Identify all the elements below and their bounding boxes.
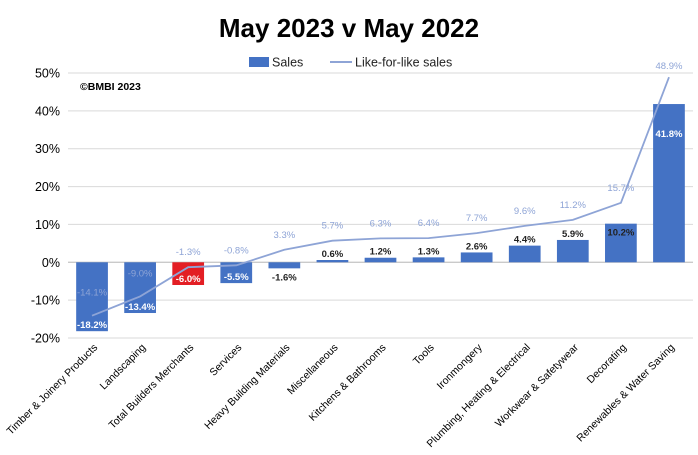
x-category-label: Landscaping xyxy=(98,342,149,393)
bar-data-label: 1.2% xyxy=(370,247,392,258)
bar xyxy=(364,257,397,263)
line-data-label: 5.7% xyxy=(322,221,344,232)
line-data-label: 15.7% xyxy=(607,183,634,194)
line-series xyxy=(91,76,670,317)
x-category-label: Timber & Joinery Products xyxy=(4,342,100,438)
legend-swatch-sales xyxy=(249,57,269,67)
x-category-label: Services xyxy=(207,342,244,379)
bar xyxy=(653,104,685,263)
gridlines xyxy=(68,72,693,339)
bar-data-label: 41.8% xyxy=(655,129,682,140)
y-axis: -20% -10% 0% 10% 20% 30% 40% 50% xyxy=(31,67,60,346)
bar xyxy=(172,262,205,285)
line-data-label: -14.1% xyxy=(77,288,108,299)
bar-data-label: 4.4% xyxy=(514,235,536,246)
line-data-label: 9.6% xyxy=(514,206,536,217)
bar-data-label: 0.6% xyxy=(322,249,344,260)
x-category-label: Tools xyxy=(411,342,437,368)
bar xyxy=(412,257,445,263)
line-data-label: 48.9% xyxy=(655,61,682,72)
y-tick-label: 40% xyxy=(35,104,60,118)
chart-title: May 2023 v May 2022 xyxy=(219,13,479,43)
bar xyxy=(316,260,349,263)
y-tick-label: 0% xyxy=(42,256,60,270)
bar-data-label: 5.9% xyxy=(562,229,584,240)
line-data-label: 11.2% xyxy=(560,200,587,211)
bar xyxy=(460,252,493,263)
bar-data-label: -5.5% xyxy=(224,272,249,283)
x-category-label: Ironmongery xyxy=(435,341,486,392)
x-category-label: Total Builders Merchants xyxy=(107,342,197,432)
y-tick-label: 50% xyxy=(35,67,60,81)
x-category-label: Plumbing, Heating & Electrical xyxy=(424,342,532,450)
bar-data-label: 10.2% xyxy=(607,228,634,239)
bar xyxy=(76,262,108,332)
line-data-label: 6.3% xyxy=(370,218,392,229)
x-category-label: Heavy Building Materials xyxy=(202,342,292,432)
bar xyxy=(605,223,637,263)
bar xyxy=(556,239,589,263)
legend: Sales Like-for-like sales xyxy=(249,56,452,70)
bar-data-label: -6.0% xyxy=(176,274,201,285)
line-data-label: 7.7% xyxy=(466,213,488,224)
line-data-label: 3.3% xyxy=(274,230,296,241)
bar-data-label: 1.3% xyxy=(418,246,440,257)
bar xyxy=(220,262,253,284)
line-data-label: -9.0% xyxy=(128,268,153,279)
line-data-label: -1.3% xyxy=(176,247,201,258)
y-tick-label: 10% xyxy=(35,218,60,232)
data-labels: -18.2% -13.4% -6.0% -5.5% -1.6% 0.6% 1.2% 1.3% 2… xyxy=(77,61,683,331)
x-category-label: Workwear & Safetywear xyxy=(493,341,581,429)
legend-label-like-for-like: Like-for-like sales xyxy=(355,56,452,70)
x-axis: Timber & Joinery ProductsLandscapingTota… xyxy=(4,341,677,450)
bar-data-label: -13.4% xyxy=(125,302,156,313)
bar-data-label: -1.6% xyxy=(272,272,297,283)
bar-data-label: -18.2% xyxy=(77,320,108,331)
bar xyxy=(268,262,301,269)
line-data-label: -0.8% xyxy=(224,245,249,256)
x-category-label: Decorating xyxy=(585,342,630,387)
bar-data-label: 2.6% xyxy=(466,241,488,252)
y-tick-label: 30% xyxy=(35,142,60,156)
y-tick-label: -10% xyxy=(31,294,60,308)
bars xyxy=(76,104,685,332)
y-tick-label: -20% xyxy=(31,332,60,346)
line-data-label: 6.4% xyxy=(418,218,440,229)
y-tick-label: 20% xyxy=(35,180,60,194)
bar xyxy=(124,262,156,314)
legend-label-sales: Sales xyxy=(272,56,303,70)
bar xyxy=(508,245,541,263)
x-category-label: Renewables & Water Saving xyxy=(574,342,677,445)
like-for-like-line xyxy=(91,76,670,317)
copyright-annotation: ©BMBI 2023 xyxy=(80,81,141,93)
